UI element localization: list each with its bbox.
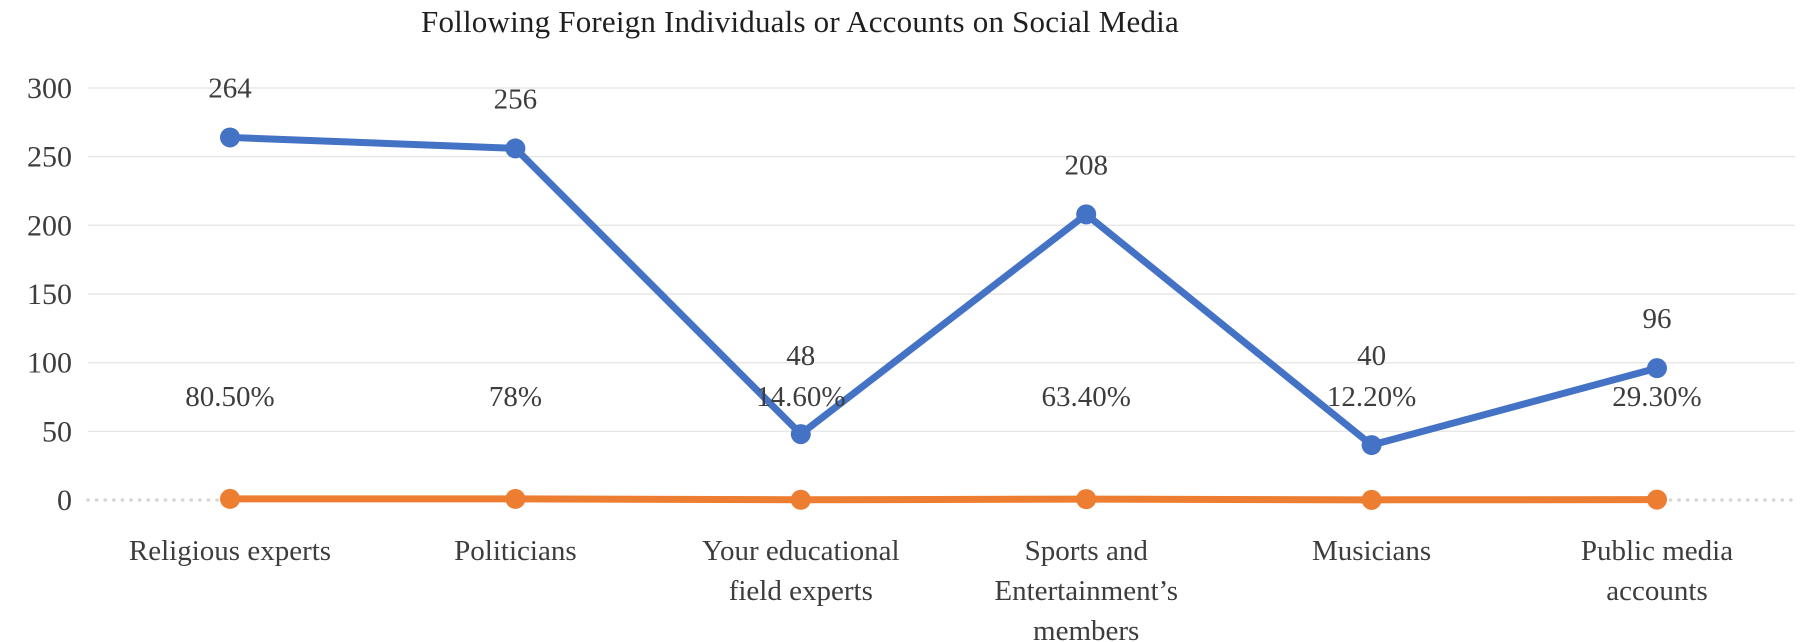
category-label: accounts <box>1606 575 1707 607</box>
data-label-percentage: 63.40% <box>1041 381 1130 413</box>
data-label-count: 96 <box>1643 303 1672 335</box>
data-label-count: 264 <box>208 72 252 104</box>
data-label-count: 208 <box>1064 149 1108 181</box>
y-axis-tick-label: 0 <box>57 484 72 517</box>
marker-count <box>790 424 811 445</box>
y-axis-tick-label: 250 <box>27 141 72 174</box>
data-label-percentage: 80.50% <box>185 381 274 413</box>
category-label: members <box>1033 615 1139 642</box>
marker-percentage <box>1361 489 1382 510</box>
marker-count <box>1076 204 1097 225</box>
y-axis-tick-label: 50 <box>42 415 72 448</box>
marker-percentage <box>790 489 811 510</box>
data-label-percentage: 12.20% <box>1327 381 1416 413</box>
category-label: field experts <box>729 575 873 607</box>
y-axis-tick-label: 200 <box>27 209 72 242</box>
category-label: Public media <box>1581 535 1733 567</box>
data-label-count: 40 <box>1357 340 1386 372</box>
marker-count <box>220 127 240 148</box>
data-label-percentage: 29.30% <box>1612 381 1701 413</box>
series-line-percentage <box>226 495 1661 504</box>
category-label: Religious experts <box>129 535 331 567</box>
data-label-count: 48 <box>786 340 815 372</box>
series-line-count <box>226 133 1661 449</box>
y-axis-tick-label: 150 <box>27 278 72 311</box>
data-label-percentage: 14.60% <box>756 381 845 413</box>
category-label: Sports and <box>1025 535 1149 567</box>
data-label-count: 256 <box>494 83 538 115</box>
marker-percentage <box>1076 489 1097 510</box>
category-label: Entertainment’s <box>994 575 1178 607</box>
marker-percentage <box>220 488 240 509</box>
category-label: Your educational <box>702 535 900 567</box>
chart-title: Following Foreign Individuals or Account… <box>421 4 1179 39</box>
marker-percentage <box>505 488 526 509</box>
marker-count <box>1647 358 1667 379</box>
marker-count <box>1361 435 1382 456</box>
marker-count <box>505 138 526 159</box>
data-label-percentage: 78% <box>489 381 542 413</box>
y-axis-tick-label: 300 <box>27 72 72 105</box>
marker-percentage <box>1647 489 1667 510</box>
category-label: Musicians <box>1312 535 1431 567</box>
y-axis-tick-label: 100 <box>27 347 72 380</box>
category-label: Politicians <box>454 535 576 567</box>
